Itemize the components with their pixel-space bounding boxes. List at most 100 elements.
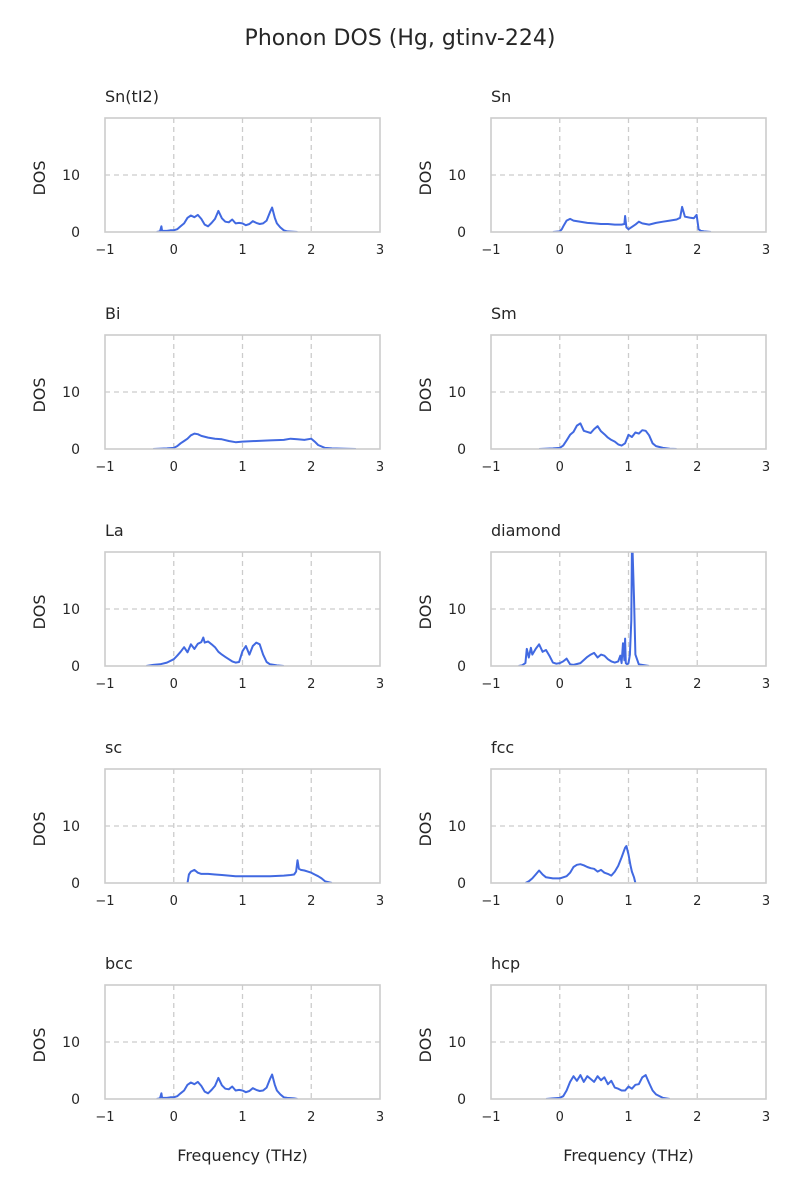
x-tick-label: 1 [624, 243, 632, 258]
y-axis-label: DOS [30, 377, 49, 412]
x-tick-label: 3 [762, 677, 770, 692]
y-tick-label: 10 [62, 1035, 80, 1051]
x-tick-label: 0 [556, 243, 564, 258]
x-tick-label: 0 [170, 894, 178, 909]
y-tick-label: 0 [457, 1092, 466, 1108]
axes-frame [490, 334, 767, 450]
axes-frame [490, 551, 767, 667]
axes-frame [104, 551, 381, 667]
y-tick-label: 10 [448, 602, 466, 618]
x-tick-label: 2 [307, 894, 315, 909]
x-tick-label: −1 [481, 677, 500, 692]
panel-title: La [105, 521, 124, 540]
dos-series-line [545, 1074, 670, 1099]
panel-bi: −1 0 1 2 3 0 10 Bi DOS [30, 304, 384, 475]
y-tick-label: 10 [62, 385, 80, 401]
x-tick-label: 2 [693, 894, 701, 909]
x-tick-label: 0 [556, 460, 564, 475]
x-tick-label: −1 [95, 894, 114, 909]
x-tick-label: 2 [307, 243, 315, 258]
x-tick-label: 2 [693, 1110, 701, 1125]
y-axis-label: DOS [30, 1027, 49, 1062]
x-tick-label: −1 [95, 243, 114, 258]
x-tick-label: 1 [238, 894, 246, 909]
y-axis-label: DOS [416, 160, 435, 195]
x-tick-label: 0 [170, 243, 178, 258]
x-tick-label: 0 [170, 460, 178, 475]
y-tick-label: 0 [71, 659, 80, 675]
panel-title: Sm [491, 304, 517, 323]
x-tick-label: 0 [556, 894, 564, 909]
panel-diamond: −1 0 1 2 3 0 10 diamond DOS [416, 521, 770, 692]
y-axis-label: DOS [30, 594, 49, 629]
y-tick-label: 10 [62, 819, 80, 835]
dos-series-line [518, 552, 650, 666]
x-tick-label: 3 [762, 460, 770, 475]
y-tick-label: 10 [448, 168, 466, 184]
y-tick-label: 0 [457, 876, 466, 892]
y-tick-label: 10 [62, 168, 80, 184]
panel-title: Sn [491, 87, 511, 106]
y-tick-label: 0 [457, 442, 466, 458]
y-tick-label: 0 [457, 659, 466, 675]
panel-title: fcc [491, 738, 514, 757]
dos-series-line [539, 422, 677, 449]
x-tick-label: 2 [693, 460, 701, 475]
y-tick-label: 0 [457, 225, 466, 241]
x-tick-label: 0 [556, 677, 564, 692]
panel-title: bcc [105, 954, 133, 973]
panel-hcp: −1 0 1 2 3 0 10 hcp DOS Frequency (THz) [416, 954, 770, 1165]
y-tick-label: 10 [62, 602, 80, 618]
panel-la: −1 0 1 2 3 0 10 La DOS [30, 521, 384, 692]
panel-title: Sn(tI2) [105, 87, 159, 106]
x-tick-label: 1 [624, 1110, 632, 1125]
y-axis-label: DOS [416, 377, 435, 412]
x-tick-label: 3 [376, 243, 384, 258]
panel-title: hcp [491, 954, 520, 973]
panel-sn-ti2-: −1 0 1 2 3 0 10 Sn(tI2) DOS [30, 87, 384, 258]
x-tick-label: 1 [238, 243, 246, 258]
x-axis-label: Frequency (THz) [177, 1146, 307, 1165]
x-tick-label: −1 [95, 460, 114, 475]
panel-sc: −1 0 1 2 3 0 10 sc DOS [30, 738, 384, 909]
y-tick-label: 0 [71, 876, 80, 892]
y-axis-label: DOS [30, 160, 49, 195]
panel-title: sc [105, 738, 122, 757]
y-tick-label: 0 [71, 1092, 80, 1108]
panel-sn: −1 0 1 2 3 0 10 Sn DOS [416, 87, 770, 258]
x-tick-label: 3 [376, 460, 384, 475]
x-tick-label: 1 [238, 677, 246, 692]
x-tick-label: 2 [307, 677, 315, 692]
axes-frame [490, 768, 767, 884]
axes-frame [490, 117, 767, 233]
dos-series-line [552, 205, 712, 232]
x-tick-label: −1 [95, 1110, 114, 1125]
y-tick-label: 10 [448, 385, 466, 401]
x-tick-label: 0 [170, 1110, 178, 1125]
y-axis-label: DOS [30, 811, 49, 846]
x-tick-label: 3 [376, 677, 384, 692]
x-tick-label: 2 [693, 677, 701, 692]
axes-frame [104, 984, 381, 1100]
panel-title: Bi [105, 304, 120, 323]
y-tick-label: 0 [71, 225, 80, 241]
axes-frame [104, 117, 381, 233]
axes-frame [104, 334, 381, 450]
y-tick-label: 10 [448, 819, 466, 835]
x-tick-label: 3 [376, 894, 384, 909]
axes-frame [104, 768, 381, 884]
dos-series-line [146, 636, 284, 666]
y-tick-label: 10 [448, 1035, 466, 1051]
panel-sm: −1 0 1 2 3 0 10 Sm DOS [416, 304, 770, 475]
dos-series-line [186, 859, 333, 883]
dos-series-line [156, 1073, 298, 1099]
x-tick-label: −1 [95, 677, 114, 692]
x-tick-label: 1 [624, 677, 632, 692]
figure-title: Phonon DOS (Hg, gtinv-224) [245, 26, 556, 51]
x-tick-label: −1 [481, 243, 500, 258]
panel-title: diamond [491, 521, 561, 540]
x-axis-label: Frequency (THz) [563, 1146, 693, 1165]
